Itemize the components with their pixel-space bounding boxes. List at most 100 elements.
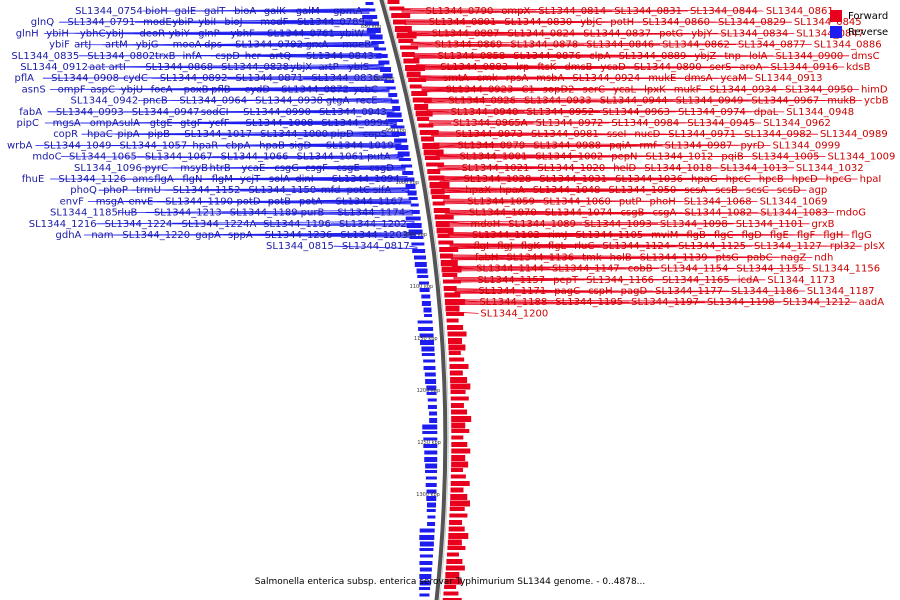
gene-label: ybiH: [46, 28, 69, 39]
reverse-gene-glyph: [410, 203, 419, 207]
gene-label: SL1344_0979: [457, 140, 525, 151]
gene-label: ycjT: [240, 174, 261, 185]
reverse-gene-glyph: [411, 242, 425, 246]
forward-gene-glyph: [411, 91, 428, 96]
gene-label: SL1344_1186: [731, 286, 799, 297]
leader-line: [50, 87, 390, 90]
gene-label: sodCI: [201, 107, 229, 118]
leader-line: [401, 8, 764, 12]
gene-label: SL1344_1174: [337, 208, 405, 219]
gene-label: SL1344_0964: [179, 96, 247, 107]
gene-label: msbA: [536, 73, 564, 84]
reverse-gene-glyph: [424, 450, 438, 455]
gene-label: SL1344_0828: [221, 62, 289, 73]
forward-gene-glyph: [446, 552, 459, 557]
gene-label: SL1344_0949: [676, 96, 744, 107]
reverse-gene-glyph: [391, 132, 406, 136]
gene-label: SL1344_1202: [339, 219, 407, 230]
gene-label: SL1344_0862: [662, 40, 730, 51]
leader-line: [424, 100, 826, 104]
gene-label: SL1344_0836: [311, 73, 379, 84]
gene-label: SL1344_0950: [785, 84, 853, 95]
gene-label: SL1344_0933: [524, 96, 592, 107]
gene-label: SL1344_0845: [794, 17, 862, 28]
leader-line: [164, 189, 410, 193]
leader-line: [450, 254, 813, 258]
leader-line: [145, 133, 400, 136]
gene-label: SL1344_1005: [752, 152, 820, 163]
leader-line: [210, 55, 382, 59]
reverse-gene-glyph: [421, 353, 435, 356]
gene-label: hpcD: [792, 174, 818, 185]
gene-label: pipA: [117, 129, 139, 140]
reverse-gene-glyph: [408, 197, 418, 200]
gene-label: SL1344_0962: [763, 118, 831, 129]
gene-label: cydC: [123, 73, 148, 84]
gene-label: SL1344_0923: [446, 84, 514, 95]
leader-line: [59, 19, 373, 23]
gene-label: SL1344_1012: [646, 152, 714, 163]
forward-gene-glyph: [447, 546, 466, 550]
gene-label: SL1344_0892: [160, 73, 228, 84]
reverse-gene-glyph: [360, 8, 376, 12]
scale-tick-label: 1150 kbp: [414, 336, 438, 342]
forward-gene-glyph: [446, 312, 465, 316]
leader-line: [221, 212, 413, 215]
gene-label: galT: [204, 6, 226, 17]
gene-label: SL1344_0817: [342, 241, 410, 252]
gene-label: lolA: [749, 51, 768, 62]
gene-label: SL1344_0761: [267, 28, 335, 39]
gene-label: pabC: [747, 252, 773, 263]
reverse-gene-glyph: [419, 528, 435, 533]
gene-label: hpcC: [726, 174, 751, 185]
gene-label: msyB: [180, 163, 208, 174]
gene-label: csgB: [621, 208, 645, 219]
gene-label: gdhA: [56, 230, 82, 241]
gene-label: SL1344_0877: [738, 40, 806, 51]
gene-label: SL1344_0984: [611, 118, 679, 129]
reverse-gene-glyph: [407, 190, 417, 196]
leader-line: [455, 299, 857, 303]
gene-label: sulA: [119, 118, 140, 129]
gene-label: serC: [583, 84, 605, 95]
gene-label: moeB: [342, 40, 371, 51]
legend-reverse: Reverse: [830, 24, 892, 40]
gene-label: flgK: [521, 241, 541, 252]
gene-label: ompA: [90, 118, 119, 129]
gene-label: SL1344_0846: [586, 40, 654, 51]
gene-label: SL1344_0908: [51, 73, 119, 84]
gene-label: SL1344_1150: [248, 185, 316, 196]
leader-line: [450, 257, 779, 261]
reverse-gene-glyph: [419, 567, 432, 572]
gene-label: ftsK: [537, 62, 556, 73]
leader-line: [401, 10, 613, 13]
reverse-gene-glyph: [414, 255, 427, 260]
leader-line: [450, 256, 745, 260]
gene-label: SL1344_0993: [56, 107, 124, 118]
gene-label: bioH: [145, 6, 168, 17]
reverse-gene-glyph: [423, 366, 436, 370]
gene-label: dinI: [295, 174, 313, 185]
gene-label: ycaE: [241, 163, 265, 174]
forward-gene-glyph: [448, 344, 466, 351]
legend-forward-label: Forward: [848, 10, 889, 22]
gene-label: SL1344_1139: [640, 252, 708, 263]
forward-gene-glyph: [426, 162, 445, 167]
gene-label: SL1344_1067: [145, 152, 213, 163]
forward-gene-glyph: [450, 383, 471, 390]
gene-label: SL1344_0987: [665, 140, 733, 151]
forward-gene-glyph: [449, 364, 469, 369]
gene-label: envF: [60, 196, 84, 207]
gene-label: csgE: [336, 163, 359, 174]
forward-gene-glyph: [449, 370, 463, 376]
gene-label: gtgE: [150, 118, 173, 129]
gene-label: ycbC: [353, 84, 378, 95]
gene-label: hpaI: [860, 174, 882, 185]
gene-label: lrp: [516, 62, 529, 73]
gene-label: SL1344_1188: [479, 297, 547, 308]
forward-gene-glyph: [449, 513, 468, 518]
leader-line: [421, 89, 860, 91]
forward-gene-glyph: [450, 403, 464, 408]
leader-line: [418, 77, 753, 80]
leader-line: [410, 44, 661, 47]
